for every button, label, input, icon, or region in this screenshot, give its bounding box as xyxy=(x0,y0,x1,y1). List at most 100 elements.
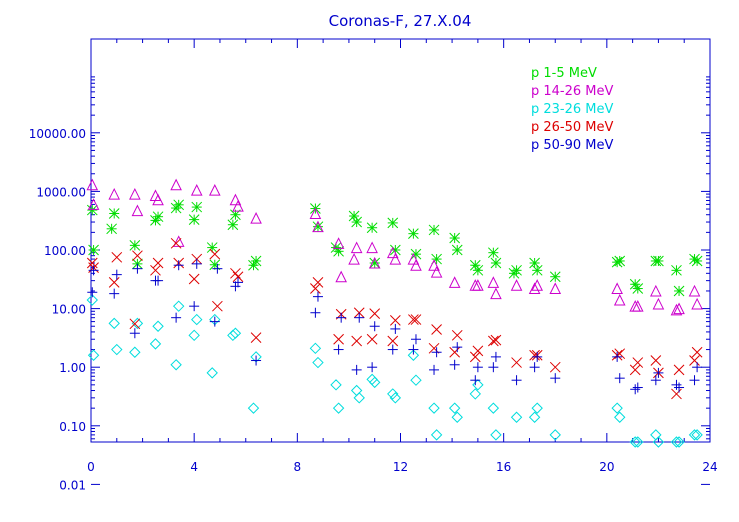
data-point xyxy=(630,384,641,395)
series-p-23-26-mev xyxy=(86,294,703,448)
data-point xyxy=(410,314,422,325)
data-point xyxy=(614,255,626,267)
data-point xyxy=(532,351,543,362)
y-tick-label: 0.10 xyxy=(59,420,86,434)
data-point xyxy=(549,282,562,295)
data-point xyxy=(452,342,463,353)
data-point xyxy=(150,264,161,276)
x-tick-label: 20 xyxy=(599,460,614,474)
data-point xyxy=(389,392,402,404)
data-point xyxy=(449,232,461,244)
data-point xyxy=(111,343,123,356)
data-point xyxy=(408,344,419,355)
data-point xyxy=(611,402,623,414)
legend-entry: p 23-26 MeV xyxy=(531,102,614,117)
data-point xyxy=(611,282,623,295)
data-point xyxy=(152,320,164,332)
data-point xyxy=(614,411,626,423)
data-point xyxy=(470,375,481,386)
legend-entry: p 26-50 MeV xyxy=(531,120,614,135)
data-point xyxy=(549,361,561,373)
series-p-14-26-mev xyxy=(86,178,703,316)
data-point xyxy=(108,277,120,288)
data-point xyxy=(351,364,362,375)
data-point xyxy=(348,252,360,265)
data-point xyxy=(108,187,121,200)
data-point xyxy=(410,248,422,260)
data-point xyxy=(109,288,120,299)
data-point xyxy=(333,344,344,355)
data-point xyxy=(692,362,703,373)
data-point xyxy=(87,349,100,361)
data-point xyxy=(369,321,380,332)
data-point xyxy=(511,357,522,368)
data-point xyxy=(472,379,484,391)
data-point xyxy=(88,265,99,276)
data-point xyxy=(612,351,623,362)
data-point xyxy=(309,342,322,355)
data-point xyxy=(129,240,141,251)
data-point xyxy=(691,429,703,441)
data-point xyxy=(250,255,262,267)
data-point xyxy=(689,375,700,386)
data-point xyxy=(448,276,461,288)
data-point xyxy=(688,429,701,441)
data-point xyxy=(152,257,164,269)
x-tick-label: 8 xyxy=(294,460,302,474)
data-point xyxy=(129,328,140,339)
data-point xyxy=(366,222,378,234)
data-point xyxy=(429,364,440,375)
data-point xyxy=(629,436,641,448)
data-point xyxy=(653,255,664,267)
data-point xyxy=(528,411,541,423)
data-point xyxy=(208,184,221,196)
series-p-26-50-mev xyxy=(86,237,703,400)
legend-entry: p 50-90 MeV xyxy=(531,138,614,153)
data-point xyxy=(671,379,682,390)
data-point xyxy=(632,283,644,294)
data-point xyxy=(451,244,463,256)
data-point xyxy=(233,277,244,288)
data-point xyxy=(309,207,322,219)
data-point xyxy=(670,303,683,316)
data-point xyxy=(688,284,701,297)
data-point xyxy=(250,211,262,224)
axis-ticks: 0 4 8 12 16 20 24 0.01 0.10 1.00 10.00 100.00 1000.0… xyxy=(29,39,718,492)
data-point xyxy=(428,259,440,271)
data-point xyxy=(549,429,561,441)
data-point xyxy=(312,220,324,233)
data-point xyxy=(408,314,419,325)
data-point xyxy=(487,276,500,288)
y-tick-label: 1000.00 xyxy=(36,185,86,199)
data-point xyxy=(531,264,543,276)
data-point xyxy=(673,436,685,448)
data-point xyxy=(531,279,544,291)
data-point xyxy=(188,214,200,225)
data-point xyxy=(529,349,540,361)
data-point xyxy=(673,364,685,376)
data-point xyxy=(550,373,561,384)
x-tick-label: 0 xyxy=(87,460,95,474)
data-point xyxy=(632,436,644,448)
data-point xyxy=(490,257,502,269)
data-point xyxy=(410,259,422,271)
data-point xyxy=(670,436,683,448)
data-point xyxy=(188,273,200,285)
data-point xyxy=(691,346,703,358)
data-point xyxy=(108,317,120,330)
data-point xyxy=(86,294,98,306)
data-point xyxy=(632,357,644,368)
data-point xyxy=(366,241,378,254)
data-point xyxy=(227,219,239,231)
x-tick-label: 16 xyxy=(496,460,511,474)
data-point xyxy=(251,355,262,366)
data-point xyxy=(472,279,484,291)
data-point xyxy=(389,252,402,265)
data-point xyxy=(170,237,182,249)
data-point xyxy=(488,362,499,373)
data-point xyxy=(691,297,703,310)
data-point xyxy=(673,302,685,315)
data-point xyxy=(531,402,543,414)
data-point xyxy=(368,256,381,269)
data-point xyxy=(451,329,463,341)
